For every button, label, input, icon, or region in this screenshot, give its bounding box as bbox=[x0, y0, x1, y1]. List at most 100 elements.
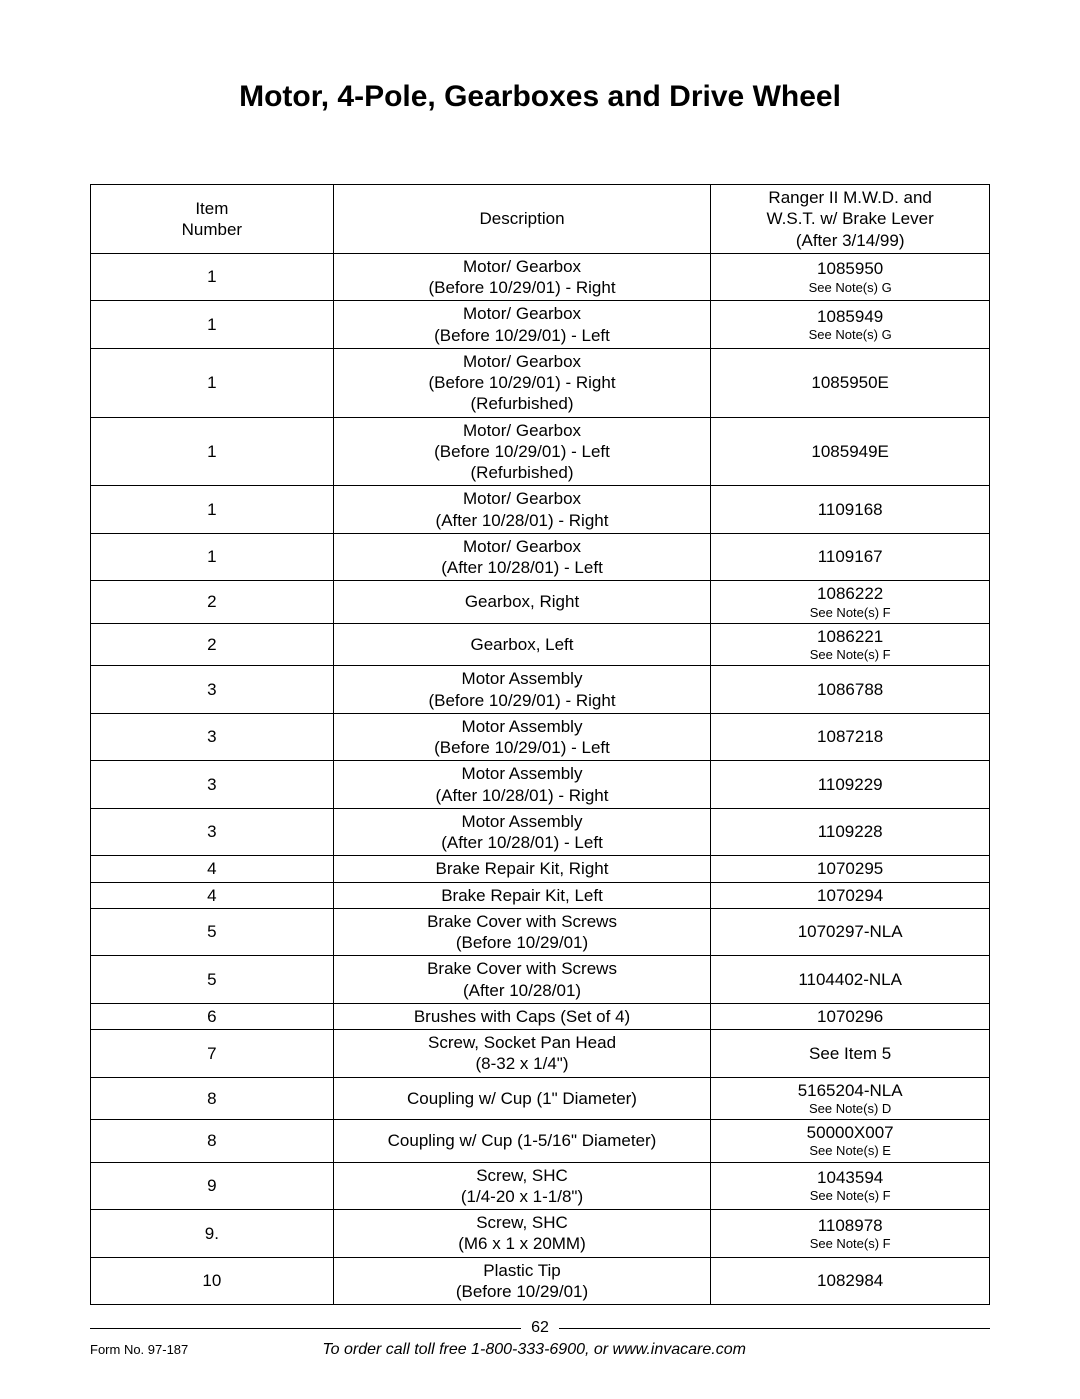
cell-item-number: 9 bbox=[91, 1162, 334, 1210]
cell-part-number-value: 1087218 bbox=[717, 726, 983, 747]
table-row: 8Coupling w/ Cup (1" Diameter)5165204-NL… bbox=[91, 1077, 990, 1120]
cell-item-number: 5 bbox=[91, 908, 334, 956]
parts-table: ItemNumber Description Ranger II M.W.D. … bbox=[90, 184, 990, 1305]
cell-part-number-note: See Note(s) F bbox=[717, 605, 983, 621]
table-row: 1Motor/ Gearbox(After 10/28/01) - Left11… bbox=[91, 533, 990, 581]
cell-part-number: 1109228 bbox=[711, 808, 990, 856]
table-row: 10Plastic Tip(Before 10/29/01)1082984 bbox=[91, 1257, 990, 1305]
cell-item-number: 4 bbox=[91, 882, 334, 908]
col-header-part-number: Ranger II M.W.D. andW.S.T. w/ Brake Leve… bbox=[711, 185, 990, 254]
table-row: 4Brake Repair Kit, Right1070295 bbox=[91, 856, 990, 882]
col-header-description: Description bbox=[333, 185, 711, 254]
cell-description: Screw, Socket Pan Head(8-32 x 1/4") bbox=[333, 1030, 711, 1078]
cell-part-number: 1043594See Note(s) F bbox=[711, 1162, 990, 1210]
cell-part-number: 1070294 bbox=[711, 882, 990, 908]
cell-part-number: 1082984 bbox=[711, 1257, 990, 1305]
table-row: 1Motor/ Gearbox(Before 10/29/01) - Left(… bbox=[91, 417, 990, 486]
cell-part-number-value: 1070297-NLA bbox=[717, 921, 983, 942]
cell-part-number-value: 1043594 bbox=[717, 1167, 983, 1188]
cell-part-number: See Item 5 bbox=[711, 1030, 990, 1078]
cell-part-number-value: 1070296 bbox=[717, 1006, 983, 1027]
cell-part-number: 1086222See Note(s) F bbox=[711, 581, 990, 624]
cell-item-number: 3 bbox=[91, 808, 334, 856]
cell-description: Coupling w/ Cup (1-5/16" Diameter) bbox=[333, 1120, 711, 1163]
cell-part-number-note: See Note(s) F bbox=[717, 1236, 983, 1252]
cell-item-number: 3 bbox=[91, 761, 334, 809]
cell-part-number-value: 1104402-NLA bbox=[717, 969, 983, 990]
table-body: 1Motor/ Gearbox(Before 10/29/01) - Right… bbox=[91, 253, 990, 1304]
cell-part-number-note: See Note(s) E bbox=[717, 1143, 983, 1159]
table-row: 6Brushes with Caps (Set of 4)1070296 bbox=[91, 1003, 990, 1029]
cell-part-number: 1109229 bbox=[711, 761, 990, 809]
footer-row: Form No. 97-187 To order call toll free … bbox=[90, 1341, 990, 1359]
footer-rule-left bbox=[90, 1328, 521, 1329]
cell-part-number-value: 1108978 bbox=[717, 1215, 983, 1236]
footer-rule-line: 62 bbox=[90, 1319, 990, 1337]
cell-part-number-value: 5165204-NLA bbox=[717, 1080, 983, 1101]
cell-item-number: 8 bbox=[91, 1120, 334, 1163]
cell-description: Coupling w/ Cup (1" Diameter) bbox=[333, 1077, 711, 1120]
cell-part-number-value: 1070294 bbox=[717, 885, 983, 906]
table-row: 3Motor Assembly(After 10/28/01) - Right 1… bbox=[91, 761, 990, 809]
table-header-row: ItemNumber Description Ranger II M.W.D. … bbox=[91, 185, 990, 254]
table-row: 1Motor/ Gearbox(Before 10/29/01) - Left1… bbox=[91, 301, 990, 349]
cell-description: Motor Assembly(Before 10/29/01) - Left bbox=[333, 713, 711, 761]
cell-part-number: 1086788 bbox=[711, 666, 990, 714]
cell-part-number-value: 1085950 bbox=[717, 258, 983, 279]
page-title: Motor, 4-Pole, Gearboxes and Drive Wheel bbox=[90, 80, 990, 114]
cell-description: Motor Assembly(After 10/28/01) - Right bbox=[333, 761, 711, 809]
table-row: 3Motor Assembly(After 10/28/01) - Left 11… bbox=[91, 808, 990, 856]
cell-description: Screw, SHC(1/4-20 x 1-1/8") bbox=[333, 1162, 711, 1210]
form-number: Form No. 97-187 bbox=[90, 1342, 188, 1357]
table-row: 4Brake Repair Kit, Left 1070294 bbox=[91, 882, 990, 908]
cell-part-number: 1108978See Note(s) F bbox=[711, 1210, 990, 1258]
cell-item-number: 1 bbox=[91, 253, 334, 301]
table-row: 1Motor/ Gearbox(Before 10/29/01) - Right… bbox=[91, 253, 990, 301]
cell-part-number: 1109167 bbox=[711, 533, 990, 581]
cell-part-number: 1104402-NLA bbox=[711, 956, 990, 1004]
cell-description: Motor/ Gearbox(After 10/28/01) - Left bbox=[333, 533, 711, 581]
cell-item-number: 1 bbox=[91, 486, 334, 534]
cell-part-number-value: 1070295 bbox=[717, 858, 983, 879]
cell-item-number: 7 bbox=[91, 1030, 334, 1078]
cell-item-number: 8 bbox=[91, 1077, 334, 1120]
cell-item-number: 6 bbox=[91, 1003, 334, 1029]
cell-part-number-value: 1085950E bbox=[717, 372, 983, 393]
cell-item-number: 5 bbox=[91, 956, 334, 1004]
cell-item-number: 2 bbox=[91, 623, 334, 666]
cell-part-number-value: 1085949 bbox=[717, 306, 983, 327]
cell-item-number: 2 bbox=[91, 581, 334, 624]
order-phone-text: To order call toll free 1-800-333-6900, … bbox=[188, 1341, 880, 1359]
table-row: 1Motor/ Gearbox(Before 10/29/01) - Right… bbox=[91, 348, 990, 417]
cell-part-number-note: See Note(s) G bbox=[717, 280, 983, 296]
cell-item-number: 3 bbox=[91, 666, 334, 714]
cell-part-number-value: 1082984 bbox=[717, 1270, 983, 1291]
table-row: 7Screw, Socket Pan Head(8-32 x 1/4")See … bbox=[91, 1030, 990, 1078]
table-row: 2Gearbox, Right1086222See Note(s) F bbox=[91, 581, 990, 624]
cell-description: Brake Repair Kit, Left bbox=[333, 882, 711, 908]
cell-description: Gearbox, Left bbox=[333, 623, 711, 666]
table-row: 2Gearbox, Left 1086221See Note(s) F bbox=[91, 623, 990, 666]
cell-part-number-value: 1109167 bbox=[717, 546, 983, 567]
cell-part-number-value: 50000X007 bbox=[717, 1122, 983, 1143]
table-row: 9.Screw, SHC(M6 x 1 x 20MM)1108978See No… bbox=[91, 1210, 990, 1258]
cell-part-number-note: See Note(s) F bbox=[717, 647, 983, 663]
table-row: 5Brake Cover with Screws(Before 10/29/01… bbox=[91, 908, 990, 956]
col-header-item-number: ItemNumber bbox=[91, 185, 334, 254]
table-row: 9Screw, SHC(1/4-20 x 1-1/8")1043594See N… bbox=[91, 1162, 990, 1210]
table-row: 3Motor Assembly(Before 10/29/01) - Right… bbox=[91, 666, 990, 714]
cell-part-number-note: See Note(s) G bbox=[717, 327, 983, 343]
cell-part-number-value: 1086221 bbox=[717, 626, 983, 647]
cell-part-number: 1085950See Note(s) G bbox=[711, 253, 990, 301]
cell-part-number: 5165204-NLASee Note(s) D bbox=[711, 1077, 990, 1120]
table-row: 3Motor Assembly(Before 10/29/01) - Left 1… bbox=[91, 713, 990, 761]
cell-description: Motor Assembly(After 10/28/01) - Left bbox=[333, 808, 711, 856]
cell-part-number-note: See Note(s) F bbox=[717, 1188, 983, 1204]
cell-part-number: 1085950E bbox=[711, 348, 990, 417]
cell-part-number-value: 1109228 bbox=[717, 821, 983, 842]
cell-part-number-value: 1109229 bbox=[717, 774, 983, 795]
cell-item-number: 3 bbox=[91, 713, 334, 761]
cell-item-number: 9. bbox=[91, 1210, 334, 1258]
footer-rule-right bbox=[559, 1328, 990, 1329]
cell-description: Screw, SHC(M6 x 1 x 20MM) bbox=[333, 1210, 711, 1258]
